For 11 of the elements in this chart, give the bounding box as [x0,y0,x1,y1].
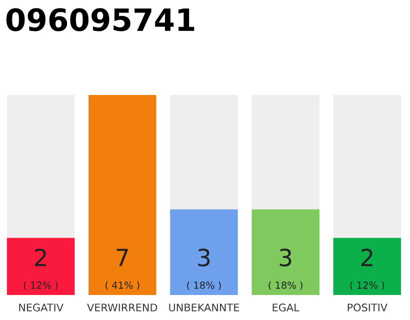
x-tick-label: POSITIV [348,304,388,312]
x-tick-label: VERWIRREND [87,304,158,312]
data-label: 3 ( 18% ) [268,248,302,290]
data-label: 7 ( 41% ) [106,248,140,290]
x-tick-label: NEGATIV [19,304,64,312]
data-label: 3 ( 18% ) [187,248,221,290]
x-tick-label: EGAL [272,304,300,312]
chart-title: 096095741 [6,8,194,32]
data-label: 2 ( 12% ) [350,248,384,290]
data-label: 2 ( 12% ) [24,248,58,290]
x-tick-label: UNBEKANNTE [169,304,240,312]
